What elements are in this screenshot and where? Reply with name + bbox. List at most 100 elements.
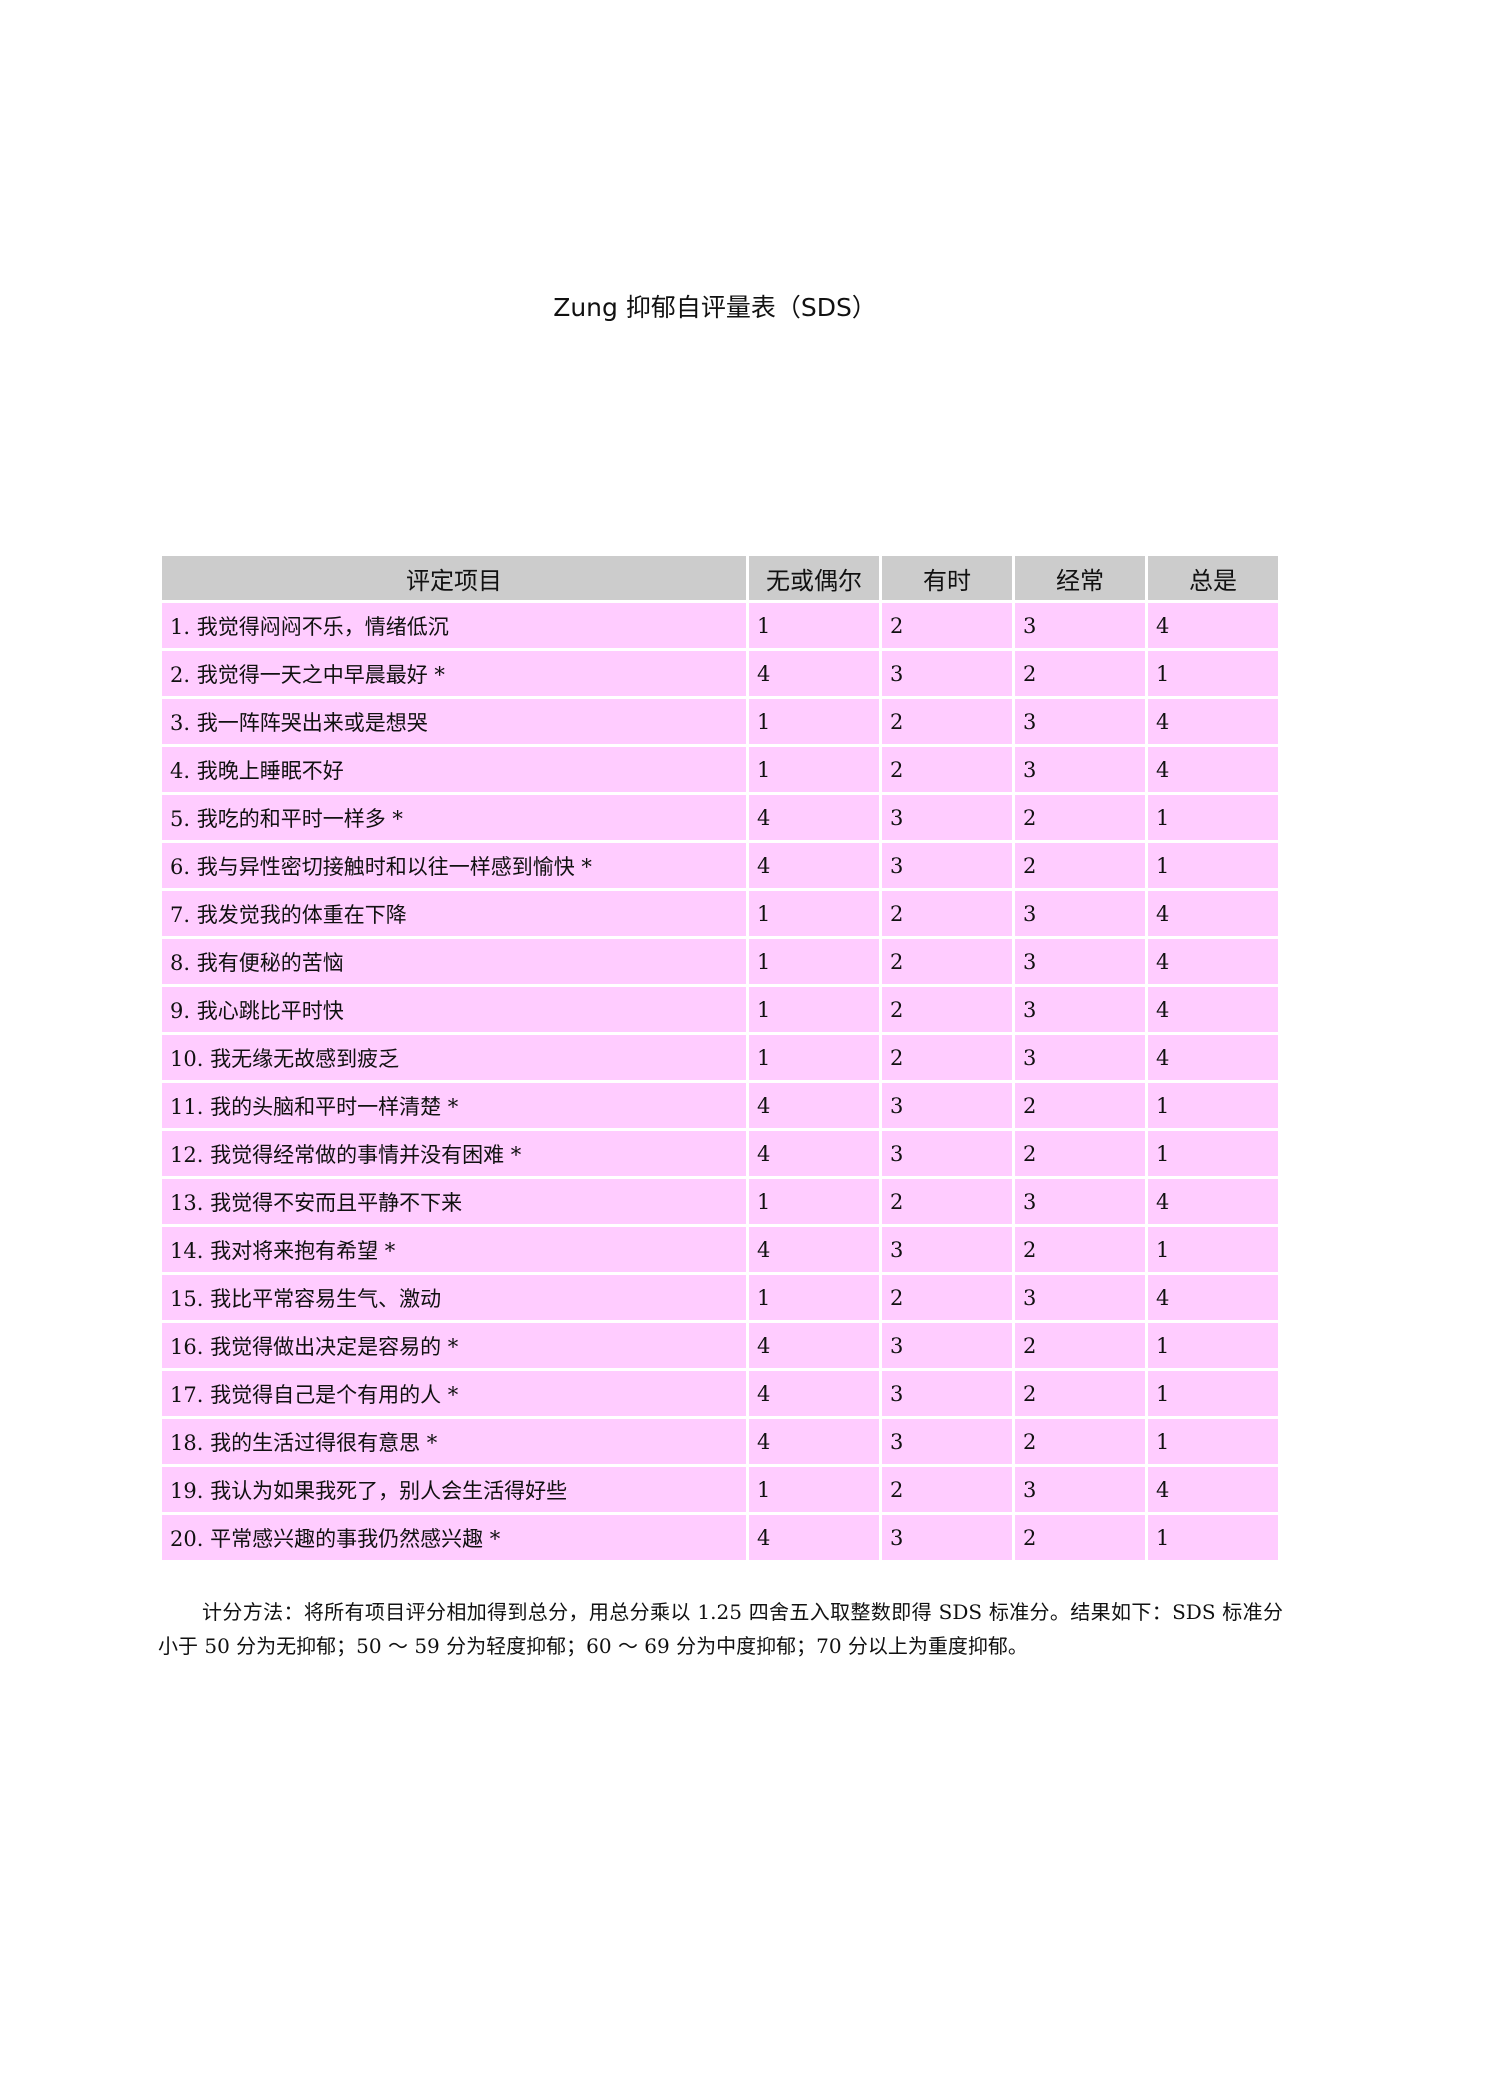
score-cell: 3 xyxy=(882,843,1012,888)
score-cell: 4 xyxy=(1148,699,1278,744)
item-text: 12. 我觉得经常做的事情并没有困难 * xyxy=(162,1131,746,1176)
score-cell: 3 xyxy=(1015,603,1145,648)
score-cell: 2 xyxy=(1015,1131,1145,1176)
item-text: 4. 我晚上睡眠不好 xyxy=(162,747,746,792)
score-cell: 4 xyxy=(749,651,879,696)
column-header: 总是 xyxy=(1148,556,1278,600)
score-cell: 1 xyxy=(1148,795,1278,840)
score-cell: 1 xyxy=(1148,1371,1278,1416)
table-row: 19. 我认为如果我死了，别人会生活得好些 1 2 3 4 xyxy=(162,1467,1278,1512)
score-cell: 1 xyxy=(1148,1131,1278,1176)
score-cell: 2 xyxy=(882,1179,1012,1224)
table-row: 18. 我的生活过得很有意思 * 4 3 2 1 xyxy=(162,1419,1278,1464)
score-cell: 1 xyxy=(749,891,879,936)
score-cell: 4 xyxy=(749,1227,879,1272)
score-cell: 1 xyxy=(749,747,879,792)
score-cell: 3 xyxy=(1015,747,1145,792)
score-cell: 3 xyxy=(1015,987,1145,1032)
score-cell: 2 xyxy=(1015,1515,1145,1560)
item-text: 18. 我的生活过得很有意思 * xyxy=(162,1419,746,1464)
score-cell: 2 xyxy=(882,1035,1012,1080)
score-cell: 3 xyxy=(882,795,1012,840)
item-text: 1. 我觉得闷闷不乐，情绪低沉 xyxy=(162,603,746,648)
item-text: 11. 我的头脑和平时一样清楚 * xyxy=(162,1083,746,1128)
score-cell: 1 xyxy=(1148,1515,1278,1560)
score-cell: 4 xyxy=(749,1515,879,1560)
item-text: 5. 我吃的和平时一样多 * xyxy=(162,795,746,840)
score-cell: 3 xyxy=(882,1083,1012,1128)
score-cell: 4 xyxy=(749,1083,879,1128)
table-row: 6. 我与异性密切接触时和以往一样感到愉快 * 4 3 2 1 xyxy=(162,843,1278,888)
score-cell: 1 xyxy=(1148,651,1278,696)
item-text: 10. 我无缘无故感到疲乏 xyxy=(162,1035,746,1080)
score-cell: 3 xyxy=(1015,939,1145,984)
score-cell: 2 xyxy=(1015,795,1145,840)
score-cell: 3 xyxy=(1015,1179,1145,1224)
score-cell: 3 xyxy=(882,1419,1012,1464)
score-cell: 2 xyxy=(1015,843,1145,888)
table-row: 1. 我觉得闷闷不乐，情绪低沉 1 2 3 4 xyxy=(162,603,1278,648)
score-cell: 4 xyxy=(749,1131,879,1176)
score-cell: 2 xyxy=(882,603,1012,648)
scoring-note: 计分方法：将所有项目评分相加得到总分，用总分乘以 1.25 四舍五入取整数即得 … xyxy=(158,1600,1283,1658)
column-header: 经常 xyxy=(1015,556,1145,600)
score-cell: 4 xyxy=(1148,747,1278,792)
score-cell: 3 xyxy=(1015,1275,1145,1320)
score-cell: 1 xyxy=(749,939,879,984)
score-cell: 2 xyxy=(1015,651,1145,696)
item-text: 16. 我觉得做出决定是容易的 * xyxy=(162,1323,746,1368)
score-cell: 2 xyxy=(882,891,1012,936)
table-row: 3. 我一阵阵哭出来或是想哭 1 2 3 4 xyxy=(162,699,1278,744)
table-row: 9. 我心跳比平时快 1 2 3 4 xyxy=(162,987,1278,1032)
score-cell: 4 xyxy=(1148,891,1278,936)
table-row: 17. 我觉得自己是个有用的人 * 4 3 2 1 xyxy=(162,1371,1278,1416)
item-text: 9. 我心跳比平时快 xyxy=(162,987,746,1032)
sds-table: 评定项目 无或偶尔 有时 经常 总是 1. 我觉得闷闷不乐，情绪低沉 1 2 3 4 2. 我觉得… xyxy=(159,553,1281,1563)
score-cell: 3 xyxy=(882,1131,1012,1176)
item-text: 13. 我觉得不安而且平静不下来 xyxy=(162,1179,746,1224)
score-cell: 3 xyxy=(1015,891,1145,936)
item-text: 3. 我一阵阵哭出来或是想哭 xyxy=(162,699,746,744)
table-row: 5. 我吃的和平时一样多 * 4 3 2 1 xyxy=(162,795,1278,840)
score-cell: 2 xyxy=(882,747,1012,792)
table-row: 20. 平常感兴趣的事我仍然感兴趣 * 4 3 2 1 xyxy=(162,1515,1278,1560)
score-cell: 4 xyxy=(1148,1467,1278,1512)
item-text: 8. 我有便秘的苦恼 xyxy=(162,939,746,984)
table-row: 13. 我觉得不安而且平静不下来 1 2 3 4 xyxy=(162,1179,1278,1224)
table-row: 2. 我觉得一天之中早晨最好 * 4 3 2 1 xyxy=(162,651,1278,696)
score-cell: 4 xyxy=(1148,1035,1278,1080)
score-cell: 3 xyxy=(882,1371,1012,1416)
table-row: 8. 我有便秘的苦恼 1 2 3 4 xyxy=(162,939,1278,984)
score-cell: 4 xyxy=(749,843,879,888)
item-text: 15. 我比平常容易生气、激动 xyxy=(162,1275,746,1320)
score-cell: 3 xyxy=(882,651,1012,696)
score-cell: 3 xyxy=(882,1323,1012,1368)
table-row: 12. 我觉得经常做的事情并没有困难 * 4 3 2 1 xyxy=(162,1131,1278,1176)
score-cell: 1 xyxy=(1148,1323,1278,1368)
score-cell: 4 xyxy=(749,1323,879,1368)
score-cell: 4 xyxy=(1148,1275,1278,1320)
table-row: 15. 我比平常容易生气、激动 1 2 3 4 xyxy=(162,1275,1278,1320)
item-text: 14. 我对将来抱有希望 * xyxy=(162,1227,746,1272)
score-cell: 2 xyxy=(1015,1227,1145,1272)
score-cell: 2 xyxy=(1015,1419,1145,1464)
score-cell: 4 xyxy=(749,795,879,840)
item-text: 19. 我认为如果我死了，别人会生活得好些 xyxy=(162,1467,746,1512)
score-cell: 1 xyxy=(749,699,879,744)
score-cell: 2 xyxy=(1015,1083,1145,1128)
column-header: 无或偶尔 xyxy=(749,556,879,600)
item-text: 17. 我觉得自己是个有用的人 * xyxy=(162,1371,746,1416)
score-cell: 2 xyxy=(882,1467,1012,1512)
score-cell: 2 xyxy=(1015,1323,1145,1368)
table-header-row: 评定项目 无或偶尔 有时 经常 总是 xyxy=(162,556,1278,600)
score-cell: 1 xyxy=(1148,1419,1278,1464)
score-cell: 1 xyxy=(749,1035,879,1080)
score-cell: 1 xyxy=(749,1179,879,1224)
score-cell: 3 xyxy=(882,1515,1012,1560)
page-title: Zung 抑郁自评量表（SDS） xyxy=(553,293,877,322)
score-cell: 4 xyxy=(1148,939,1278,984)
item-text: 2. 我觉得一天之中早晨最好 * xyxy=(162,651,746,696)
score-cell: 1 xyxy=(1148,1083,1278,1128)
score-cell: 4 xyxy=(749,1419,879,1464)
column-header: 有时 xyxy=(882,556,1012,600)
